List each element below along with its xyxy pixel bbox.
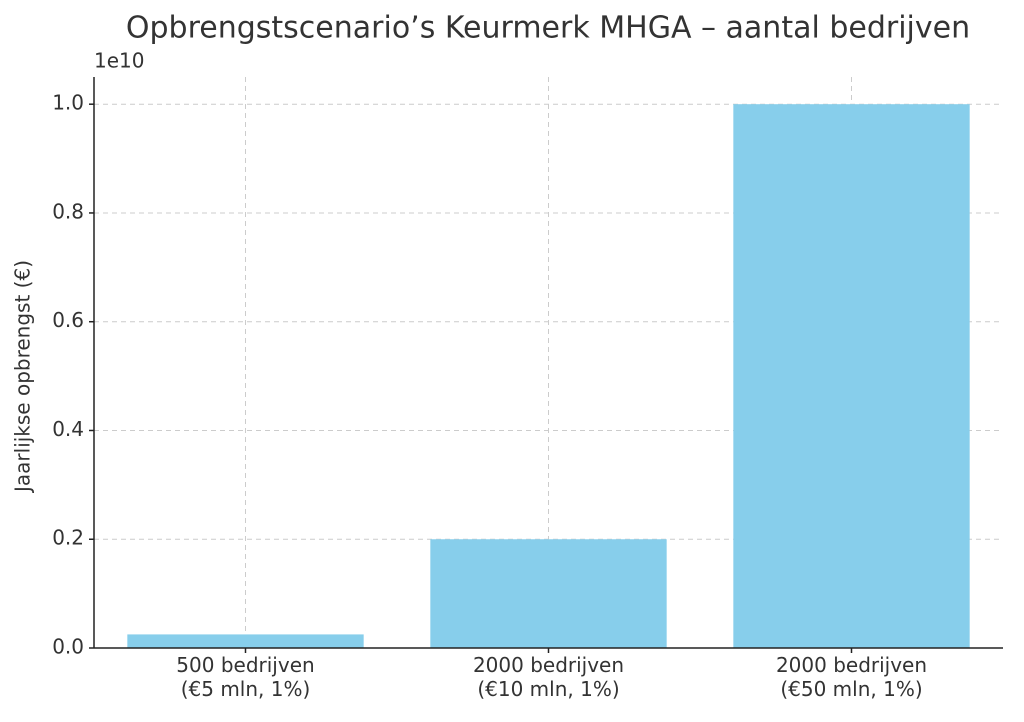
y-tick-label: 0.6 xyxy=(52,308,84,332)
bar xyxy=(430,539,667,648)
y-offset-label: 1e10 xyxy=(94,49,144,73)
y-axis-label: Jaarlijkse opbrengst (€) xyxy=(11,260,35,494)
x-tick-label: 500 bedrijven (€5 mln, 1%) xyxy=(176,653,314,701)
y-tick-label: 0.4 xyxy=(52,417,84,441)
y-tick-label: 1.0 xyxy=(52,91,84,115)
bar xyxy=(127,634,364,648)
y-tick-label: 0.8 xyxy=(52,199,84,223)
x-tick-label: 2000 bedrijven (€10 mln, 1%) xyxy=(473,653,624,701)
x-tick-label: 2000 bedrijven (€50 mln, 1%) xyxy=(776,653,927,701)
y-tick-label: 0.0 xyxy=(52,635,84,659)
bar xyxy=(733,104,970,648)
y-tick-label: 0.2 xyxy=(52,526,84,550)
chart-title: Opbrengstscenario’s Keurmerk MHGA – aant… xyxy=(126,11,970,46)
